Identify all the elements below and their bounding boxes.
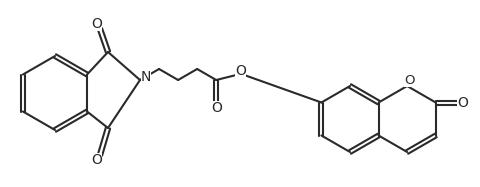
Text: O: O: [456, 96, 467, 110]
Text: O: O: [91, 17, 102, 31]
Text: O: O: [234, 64, 245, 78]
Text: O: O: [210, 101, 221, 115]
Text: O: O: [403, 73, 414, 87]
Text: O: O: [91, 153, 102, 167]
Text: N: N: [141, 70, 151, 84]
